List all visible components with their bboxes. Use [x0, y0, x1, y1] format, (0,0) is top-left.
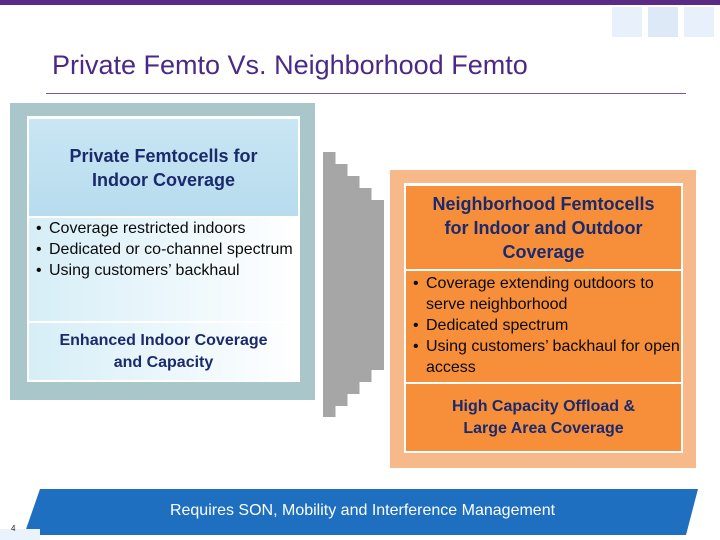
- transition-arrow-icon: [323, 152, 384, 417]
- private-femto-heading: Private Femtocells for Indoor Coverage: [29, 119, 298, 216]
- neighborhood-femto-card: Neighborhood Femtocells for Indoor and O…: [404, 183, 683, 453]
- requirement-banner: [0, 489, 698, 540]
- title-divider: [46, 93, 686, 94]
- list-item: Dedicated or co-channel spectrum: [29, 239, 298, 260]
- neighborhood-femto-summary: High Capacity Offload & Large Area Cover…: [406, 384, 681, 451]
- list-item: Dedicated spectrum: [406, 315, 681, 336]
- slide-title: Private Femto Vs. Neighborhood Femto: [52, 50, 528, 80]
- list-item: Coverage extending outdoors to serve nei…: [406, 273, 681, 315]
- page-number: 4: [11, 524, 16, 533]
- list-item: Using customers’ backhaul: [29, 260, 298, 281]
- neighborhood-femto-panel: Neighborhood Femtocells for Indoor and O…: [390, 170, 696, 468]
- private-femto-card: Private Femtocells for Indoor Coverage C…: [27, 116, 300, 382]
- private-femto-bullets: Coverage restricted indoors Dedicated or…: [29, 218, 298, 321]
- list-item: Coverage restricted indoors: [29, 218, 298, 239]
- divider: [29, 321, 298, 323]
- private-femto-panel: Private Femtocells for Indoor Coverage C…: [10, 103, 315, 400]
- header-decoration: [648, 7, 678, 37]
- top-accent-bar: [0, 0, 720, 5]
- header-decoration: [684, 7, 714, 37]
- requirement-text: Requires SON, Mobility and Interference …: [169, 502, 556, 519]
- private-femto-summary: Enhanced Indoor Coverage and Capacity: [29, 323, 298, 380]
- neighborhood-femto-heading: Neighborhood Femtocells for Indoor and O…: [406, 186, 681, 269]
- neighborhood-femto-bullets: Coverage extending outdoors to serve nei…: [406, 271, 681, 382]
- header-decoration: [612, 7, 642, 37]
- list-item: Using customers’ backhaul for open acces…: [406, 336, 681, 378]
